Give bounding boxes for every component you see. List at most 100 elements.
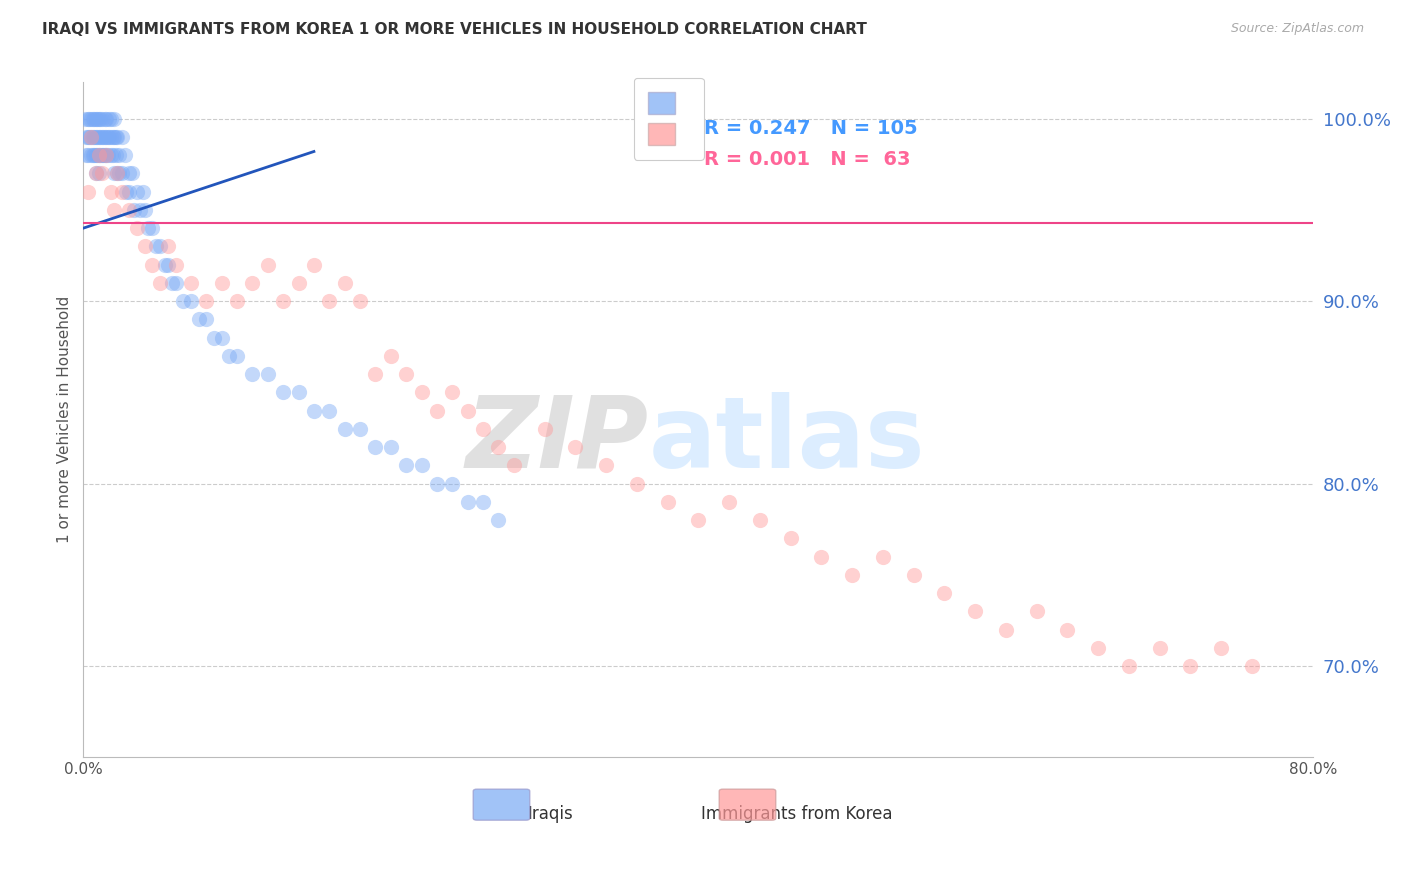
Point bbox=[226, 349, 249, 363]
Point bbox=[80, 112, 103, 126]
Point bbox=[156, 239, 179, 253]
Point bbox=[349, 422, 371, 436]
Point bbox=[96, 112, 118, 126]
Point bbox=[180, 276, 202, 290]
Point bbox=[82, 129, 104, 144]
Point bbox=[242, 276, 264, 290]
Point bbox=[111, 166, 134, 180]
Point bbox=[1240, 659, 1263, 673]
Point bbox=[127, 221, 149, 235]
Point bbox=[1118, 659, 1140, 673]
Point bbox=[86, 148, 108, 162]
Point bbox=[162, 276, 184, 290]
Point bbox=[118, 202, 141, 217]
Text: R = 0.001   N =  63: R = 0.001 N = 63 bbox=[704, 150, 911, 169]
Point bbox=[333, 422, 356, 436]
Point bbox=[75, 148, 97, 162]
Point bbox=[90, 129, 112, 144]
Point bbox=[134, 239, 156, 253]
Point bbox=[100, 112, 122, 126]
Point bbox=[96, 148, 118, 162]
Point bbox=[271, 385, 294, 400]
Point bbox=[395, 367, 418, 381]
Point bbox=[426, 476, 449, 491]
Point bbox=[1180, 659, 1202, 673]
Point bbox=[103, 129, 125, 144]
Point bbox=[426, 403, 449, 417]
Point bbox=[318, 403, 340, 417]
Point bbox=[84, 129, 107, 144]
Point bbox=[111, 129, 134, 144]
Point bbox=[333, 276, 356, 290]
Point bbox=[1025, 604, 1047, 618]
Point bbox=[115, 185, 138, 199]
Point bbox=[107, 148, 129, 162]
Point bbox=[165, 276, 187, 290]
Point bbox=[172, 294, 194, 309]
Point bbox=[83, 148, 105, 162]
Point bbox=[165, 258, 187, 272]
Point bbox=[457, 495, 479, 509]
Point bbox=[105, 129, 128, 144]
Point bbox=[149, 239, 172, 253]
Point bbox=[83, 112, 105, 126]
Point bbox=[533, 422, 555, 436]
Point bbox=[111, 185, 134, 199]
Point bbox=[657, 495, 679, 509]
Legend: , : , bbox=[634, 78, 704, 160]
Point bbox=[318, 294, 340, 309]
Point bbox=[84, 148, 107, 162]
Point bbox=[395, 458, 418, 473]
Point bbox=[380, 440, 402, 454]
Point bbox=[100, 148, 122, 162]
Point bbox=[90, 166, 112, 180]
Point bbox=[90, 112, 112, 126]
Point bbox=[349, 294, 371, 309]
Point bbox=[256, 258, 278, 272]
Text: atlas: atlas bbox=[650, 392, 925, 489]
Point bbox=[841, 568, 863, 582]
Point bbox=[472, 495, 495, 509]
Point bbox=[84, 166, 107, 180]
Point bbox=[80, 129, 103, 144]
Point bbox=[502, 458, 524, 473]
Point bbox=[1209, 640, 1232, 655]
Point bbox=[441, 476, 464, 491]
Point bbox=[77, 148, 100, 162]
Text: ZIP: ZIP bbox=[465, 392, 650, 489]
Point bbox=[195, 312, 218, 326]
Point bbox=[73, 112, 96, 126]
Point bbox=[211, 331, 233, 345]
Point bbox=[994, 623, 1017, 637]
Point bbox=[472, 422, 495, 436]
FancyBboxPatch shape bbox=[474, 789, 530, 821]
Text: IRAQI VS IMMIGRANTS FROM KOREA 1 OR MORE VEHICLES IN HOUSEHOLD CORRELATION CHART: IRAQI VS IMMIGRANTS FROM KOREA 1 OR MORE… bbox=[42, 22, 868, 37]
Point bbox=[104, 129, 127, 144]
Point bbox=[104, 148, 127, 162]
Point bbox=[718, 495, 741, 509]
Point bbox=[122, 202, 145, 217]
Point bbox=[98, 129, 121, 144]
Point bbox=[87, 148, 110, 162]
Point bbox=[77, 129, 100, 144]
Point bbox=[872, 549, 894, 564]
Point bbox=[141, 221, 163, 235]
Point bbox=[79, 112, 101, 126]
Point bbox=[107, 166, 129, 180]
Text: Immigrants from Korea: Immigrants from Korea bbox=[702, 805, 893, 822]
Point bbox=[127, 185, 149, 199]
Point bbox=[302, 403, 325, 417]
Text: Source: ZipAtlas.com: Source: ZipAtlas.com bbox=[1230, 22, 1364, 36]
Point bbox=[100, 129, 122, 144]
Point bbox=[688, 513, 710, 527]
Point bbox=[101, 129, 124, 144]
Text: Iraqis: Iraqis bbox=[527, 805, 574, 822]
Point bbox=[91, 148, 114, 162]
Point bbox=[486, 513, 509, 527]
Point bbox=[145, 239, 167, 253]
Point bbox=[105, 166, 128, 180]
Point bbox=[91, 129, 114, 144]
Point bbox=[564, 440, 586, 454]
Point bbox=[1056, 623, 1078, 637]
Point bbox=[79, 129, 101, 144]
